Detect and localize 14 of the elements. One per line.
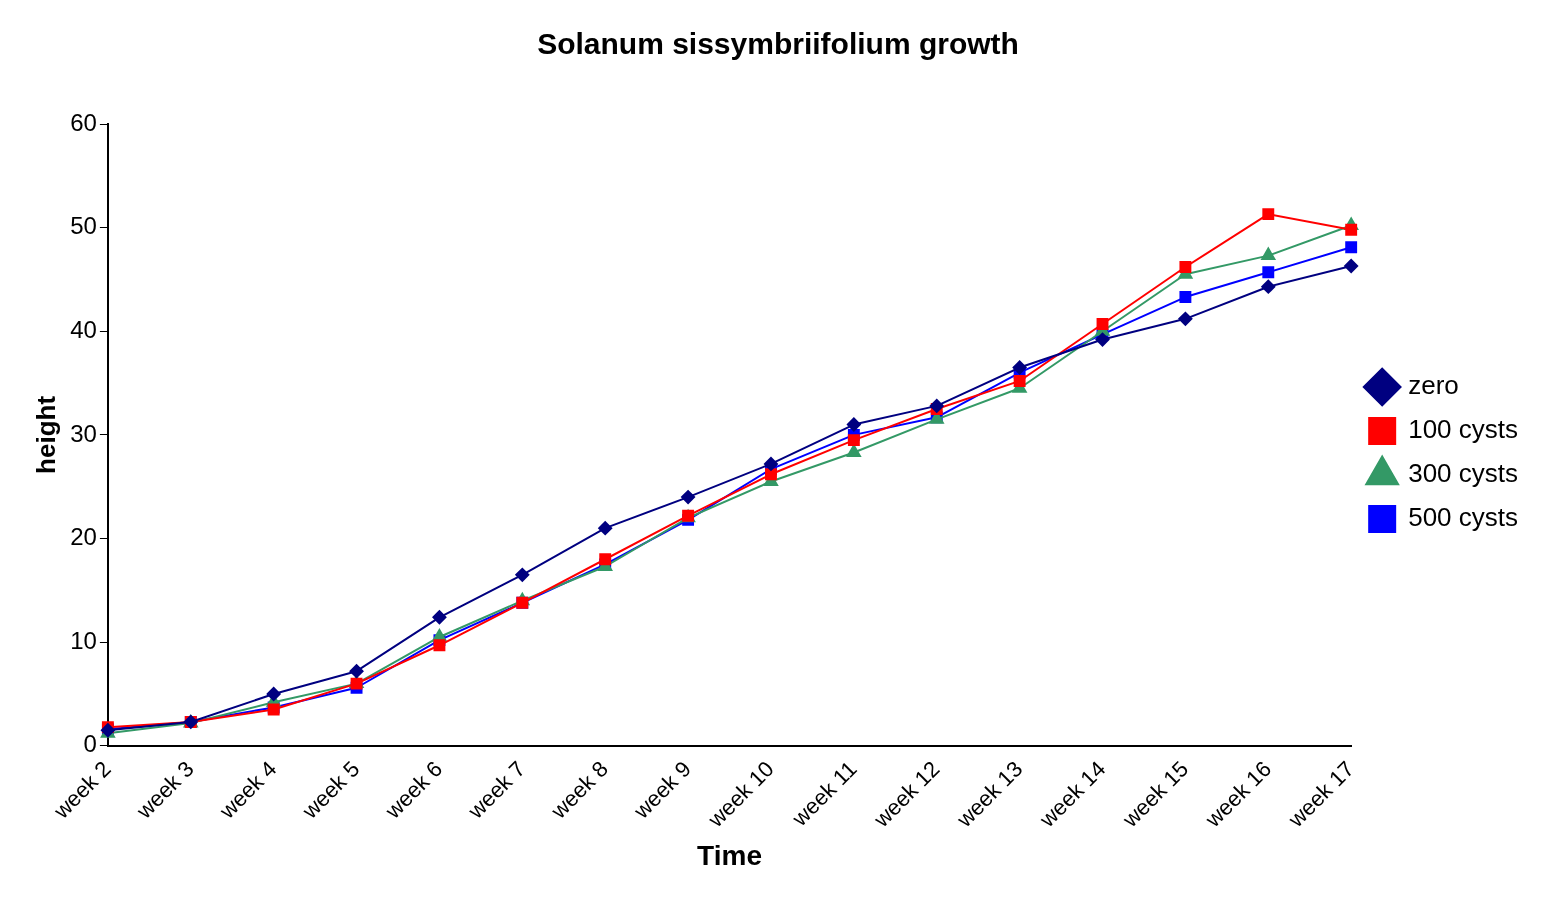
legend-label: 500 cysts <box>1408 502 1518 533</box>
y-tick-label: 10 <box>70 626 97 654</box>
y-axis-title: height <box>30 395 61 474</box>
y-tick-label: 60 <box>70 108 97 136</box>
y-tick-label: 30 <box>70 419 97 447</box>
y-tick-label: 20 <box>70 523 97 551</box>
y-tick-label: 0 <box>83 730 97 758</box>
chart-title: Solanum sissymbriifolium growth <box>537 27 1019 61</box>
y-tick-label: 50 <box>70 212 97 240</box>
legend-label: zero <box>1408 370 1459 401</box>
legend-label: 100 cysts <box>1408 414 1518 445</box>
x-axis-title: Time <box>697 839 762 871</box>
y-tick-label: 40 <box>70 315 97 343</box>
legend-label: 300 cysts <box>1408 458 1518 489</box>
